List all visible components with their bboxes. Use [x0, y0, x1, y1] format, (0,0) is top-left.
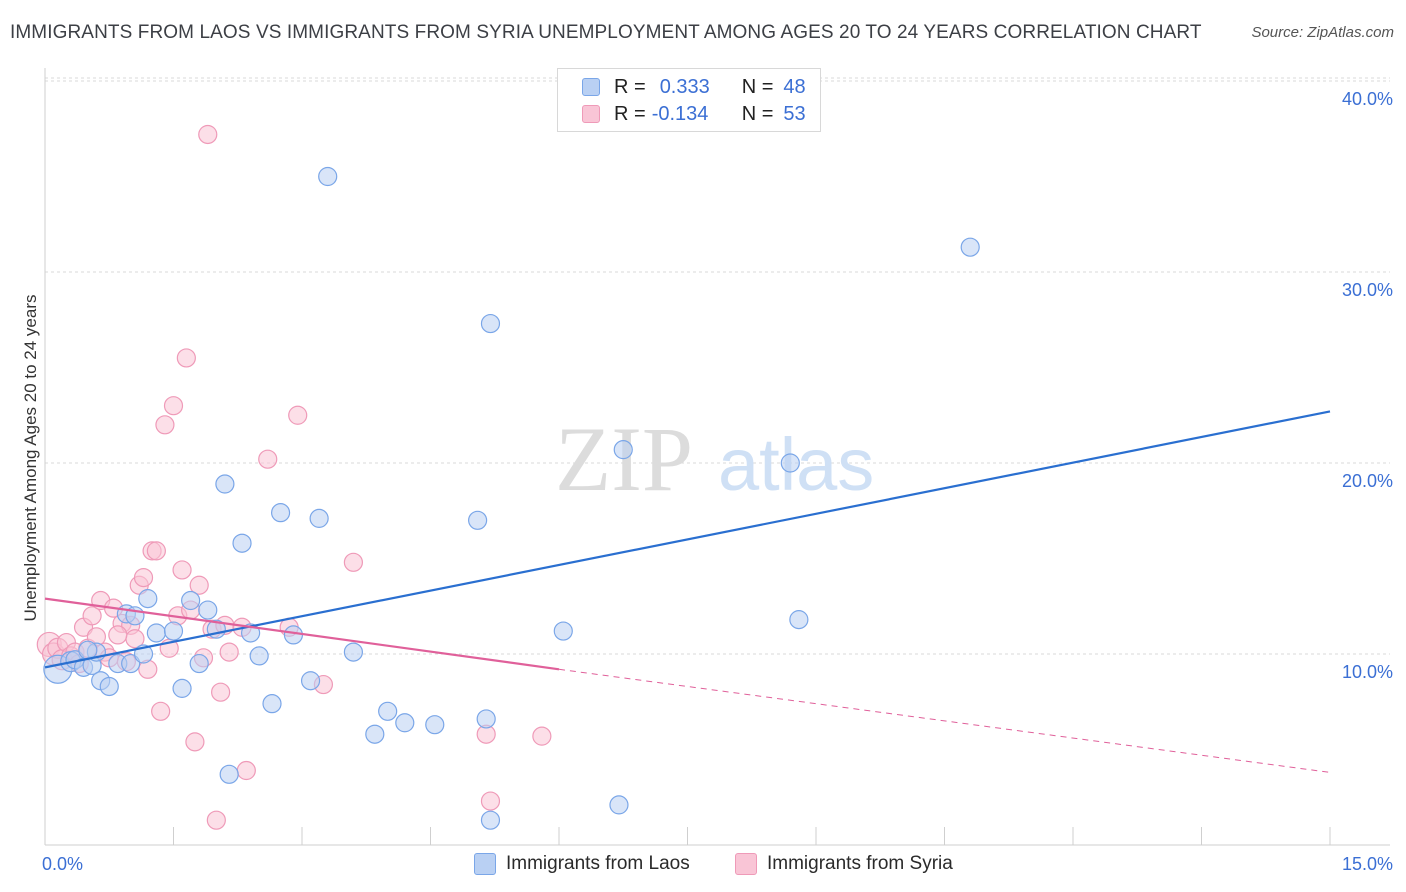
laos-point — [553, 621, 573, 641]
legend-n-label: N = — [741, 75, 774, 98]
chart-source: Source: ZipAtlas.com — [1251, 24, 1394, 41]
syria-legend-label: Immigrants from Syria — [767, 853, 953, 874]
series-syria-points — [36, 124, 552, 830]
chart-title: IMMIGRANTS FROM LAOS VS IMMIGRANTS FROM … — [10, 22, 1202, 43]
laos-point — [262, 694, 282, 714]
syria-point — [146, 541, 166, 561]
laos-point — [163, 621, 184, 641]
laos-point — [613, 440, 633, 460]
syria-point — [343, 552, 363, 572]
laos-point — [480, 313, 501, 334]
laos-point — [960, 237, 980, 257]
laos-point — [283, 625, 304, 645]
syria-point — [185, 732, 205, 752]
syria-point — [288, 405, 308, 425]
laos-point — [378, 701, 398, 721]
syria-trend-line — [44, 597, 560, 671]
syria-point — [108, 625, 128, 645]
legend-r-label: R = — [614, 102, 646, 125]
y-axis-label: Unemployment Among Ages 20 to 24 years — [21, 295, 40, 622]
laos-point — [172, 678, 192, 698]
y-tick-label: 10.0% — [1342, 662, 1393, 682]
laos-point — [365, 724, 385, 744]
laos-legend-swatch — [474, 853, 496, 875]
syria-swatch — [582, 105, 600, 123]
legend-r-value: 0.333 — [659, 75, 710, 98]
laos-point — [232, 533, 252, 553]
bottom-legend-syria: Immigrants from Syria — [735, 852, 953, 876]
syria-point — [172, 560, 192, 580]
laos-point — [780, 453, 800, 473]
syria-point — [151, 701, 171, 721]
y-tick-label: 20.0% — [1342, 471, 1393, 491]
syria-point — [82, 606, 102, 626]
y-tick-label: 30.0% — [1342, 280, 1393, 300]
tick-labels: 10.0% 20.0% 30.0% 40.0% 0.0% 15.0% Unemploymen… — [21, 89, 1393, 874]
syria-legend-swatch — [735, 853, 757, 875]
syria-point — [258, 449, 278, 469]
correlation-legend: R = 0.333 N = 48 R = -0.134 N = 53 — [557, 68, 821, 132]
laos-point — [300, 671, 321, 691]
laos-point — [480, 810, 501, 830]
laos-point — [99, 676, 119, 697]
laos-point — [309, 508, 329, 528]
syria-point — [219, 642, 239, 662]
bottom-legend-laos: Immigrants from Laos — [474, 852, 690, 876]
legend-r-value: -0.134 — [651, 102, 709, 125]
syria-point — [211, 682, 231, 702]
laos-trend-line — [44, 410, 1331, 669]
laos-point — [468, 510, 488, 530]
legend-n-value: 53 — [783, 102, 806, 125]
laos-point — [215, 474, 235, 494]
axes — [44, 68, 1390, 846]
laos-point — [138, 589, 158, 609]
laos-point — [198, 600, 218, 620]
laos-point — [189, 653, 209, 674]
syria-point — [206, 810, 226, 830]
syria-point — [480, 791, 501, 811]
legend-row-syria: R = -0.134 N = 53 — [582, 102, 806, 126]
laos-point — [425, 715, 445, 735]
legend-r-label: R = — [614, 75, 646, 98]
syria-point — [155, 415, 175, 435]
x-tick-label-max: 15.0% — [1342, 854, 1393, 874]
laos-swatch — [582, 78, 600, 96]
syria-point — [163, 396, 184, 416]
syria-point — [133, 567, 154, 588]
x-tick-label-min: 0.0% — [42, 854, 83, 874]
syria-point — [189, 575, 209, 595]
laos-point — [181, 590, 201, 611]
laos-point — [121, 653, 141, 674]
laos-point — [789, 610, 809, 630]
gridlines — [45, 77, 1390, 655]
laos-point — [395, 713, 415, 733]
trend-lines — [44, 410, 1331, 773]
syria-point — [198, 124, 218, 145]
legend-n-value: 48 — [783, 75, 806, 98]
laos-point — [476, 709, 496, 729]
syria-point — [176, 348, 196, 368]
y-tick-label: 40.0% — [1342, 89, 1393, 109]
laos-point — [219, 764, 239, 784]
laos-point — [146, 623, 166, 643]
syria-point — [532, 726, 552, 746]
laos-point — [270, 503, 291, 523]
legend-row-laos: R = 0.333 N = 48 — [582, 75, 806, 99]
laos-point — [343, 642, 363, 662]
laos-point — [609, 795, 629, 815]
legend-n-label: N = — [741, 102, 774, 125]
syria-trend-extension — [558, 668, 1331, 773]
laos-point — [318, 166, 338, 187]
syria-point — [236, 760, 256, 781]
laos-legend-label: Immigrants from Laos — [506, 853, 690, 874]
laos-point — [249, 646, 269, 666]
watermark: ZIPatlas — [555, 408, 874, 510]
series-laos-points — [43, 166, 980, 830]
